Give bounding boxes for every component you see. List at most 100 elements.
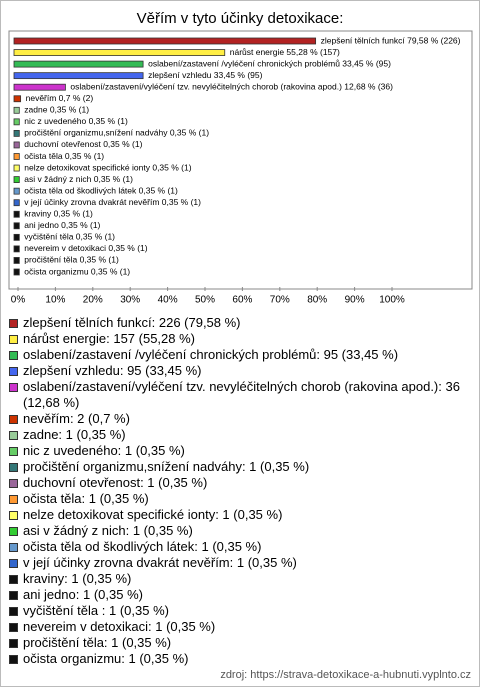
x-tick-label: 80%	[307, 295, 327, 306]
legend-label: vyčištění těla : 1 (0,35 %)	[23, 603, 169, 618]
bar	[13, 83, 66, 91]
legend-label: nic z uvedeného: 1 (0,35 %)	[23, 443, 185, 458]
bar	[13, 233, 20, 241]
legend-label: nárůst energie: 157 (55,28 %)	[23, 331, 195, 346]
legend-label: v její účinky zrovna dvakrát nevěřím: 1 …	[23, 555, 297, 570]
legend-swatch	[9, 527, 18, 536]
bar-label: oslabení/zastavení/vyléčení tzv. nevyléč…	[70, 81, 393, 91]
legend-item: v její účinky zrovna dvakrát nevěřím: 1 …	[9, 555, 471, 571]
legend-swatch	[9, 639, 18, 648]
legend-label: zadne: 1 (0,35 %)	[23, 427, 126, 442]
bar	[13, 49, 226, 56]
legend-item: vyčištění těla : 1 (0,35 %)	[9, 603, 471, 619]
x-tick-label: 90%	[345, 295, 365, 306]
legend-item: nárůst energie: 157 (55,28 %)	[9, 331, 471, 347]
bar-label: zadne 0,35 % (1)	[24, 105, 89, 115]
legend-swatch	[9, 431, 18, 440]
legend-swatch	[9, 495, 18, 504]
legend-swatch	[9, 559, 18, 568]
bar	[13, 245, 20, 253]
legend-swatch	[9, 543, 18, 552]
bar	[13, 176, 20, 184]
bar	[13, 129, 20, 137]
legend-swatch	[9, 383, 18, 392]
bar-label: nevěřím 0,7 % (2)	[26, 93, 94, 103]
legend-item: očista těla od škodlivých látek: 1 (0,35…	[9, 539, 471, 555]
x-tick-label: 10%	[45, 295, 65, 306]
bar	[13, 106, 20, 114]
legend-item: zlepšení tělních funkcí: 226 (79,58 %)	[9, 315, 471, 331]
chart: Věřím v tyto účinky detoxikace: zlepšení…	[8, 10, 473, 306]
bar-label: nelze detoxikovat specifické ionty 0,35 …	[24, 162, 191, 172]
legend-label: nevereim v detoxikaci: 1 (0,35 %)	[23, 619, 216, 634]
legend-label: očista organizmu: 1 (0,35 %)	[23, 651, 189, 666]
legend-item: duchovní otevřenost: 1 (0,35 %)	[9, 475, 471, 491]
legend-item: nevereim v detoxikaci: 1 (0,35 %)	[9, 619, 471, 635]
bar	[13, 268, 20, 276]
bar-label: očista organizmu 0,35 % (1)	[24, 266, 130, 276]
legend-item: zadne: 1 (0,35 %)	[9, 427, 471, 443]
legend-label: asi v žádný z nich: 1 (0,35 %)	[23, 523, 193, 538]
x-tick-label: 30%	[120, 295, 140, 306]
bar-label: duchovní otevřenost 0,35 % (1)	[24, 139, 142, 149]
legend-label: nelze detoxikovat specifické ionty: 1 (0…	[23, 507, 283, 522]
legend-swatch	[9, 463, 18, 472]
legend-swatch	[9, 319, 18, 328]
legend-label: pročištění organizmu,snížení nadváhy: 1 …	[23, 459, 310, 474]
bar-label: očista těla od škodlivých látek 0,35 % (…	[24, 185, 178, 195]
bar	[13, 37, 317, 45]
legend-item: ani jedno: 1 (0,35 %)	[9, 587, 471, 603]
legend-label: duchovní otevřenost: 1 (0,35 %)	[23, 475, 208, 490]
bar-label: kraviny 0,35 % (1)	[24, 209, 93, 219]
legend-label: kraviny: 1 (0,35 %)	[23, 571, 132, 586]
legend-label: očista těla: 1 (0,35 %)	[23, 491, 149, 506]
bar-label: v její účinky zrovna dvakrát nevěřím 0,3…	[24, 197, 201, 207]
bar	[13, 187, 20, 195]
legend-item: pročištění těla: 1 (0,35 %)	[9, 635, 471, 651]
legend: zlepšení tělních funkcí: 226 (79,58 %) ná…	[9, 315, 471, 667]
legend-label: oslabení/zastavení /vyléčení chronických…	[23, 347, 399, 362]
bars: zlepšení tělních funkcí 79,58 % (226) nár…	[13, 35, 461, 276]
bar	[13, 257, 20, 264]
x-tick-label: 100%	[379, 295, 405, 306]
bar	[13, 164, 20, 172]
bar	[13, 118, 20, 126]
x-tick-label: 0%	[11, 295, 26, 306]
legend-swatch	[9, 479, 18, 488]
legend-item: zlepšení vzhledu: 95 (33,45 %)	[9, 363, 471, 379]
legend-swatch	[9, 335, 18, 344]
legend-swatch	[9, 607, 18, 616]
source: zdroj: https://strava-detoxikace-a-hubnu…	[220, 669, 471, 681]
bar-label: vyčištění těla 0,35 % (1)	[24, 232, 115, 242]
legend-item: nic z uvedeného: 1 (0,35 %)	[9, 443, 471, 459]
legend-swatch	[9, 351, 18, 360]
legend-label: pročištění těla: 1 (0,35 %)	[23, 635, 172, 650]
legend-swatch	[9, 367, 18, 376]
bar-label: očista těla 0,35 % (1)	[24, 151, 104, 161]
x-tick-label: 40%	[158, 295, 178, 306]
bar-label: pročištění organizmu,snížení nadváhy 0,3…	[24, 128, 209, 138]
legend-item: asi v žádný z nich: 1 (0,35 %)	[9, 523, 471, 539]
bar-label: oslabení/zastavení /vyléčení chronických…	[148, 58, 391, 68]
x-tick-label: 70%	[270, 295, 290, 306]
legend-label: zlepšení vzhledu: 95 (33,45 %)	[23, 363, 202, 378]
legend-label: zlepšení tělních funkcí: 226 (79,58 %)	[23, 315, 241, 330]
legend-item: nelze detoxikovat specifické ionty: 1 (0…	[9, 507, 471, 523]
bar-label: nic z uvedeného 0,35 % (1)	[24, 116, 128, 126]
legend-label: očista těla od škodlivých látek: 1 (0,35…	[23, 539, 262, 554]
legend-swatch	[9, 655, 18, 664]
bar-label: pročištění těla 0,35 % (1)	[24, 255, 119, 265]
bar	[13, 95, 22, 103]
legend-swatch	[9, 447, 18, 456]
bar	[13, 72, 144, 80]
legend-label: nevěřím: 2 (0,7 %)	[23, 411, 130, 426]
legend-item: oslabení/zastavení/vyléčení tzv. nevyléč…	[9, 379, 471, 411]
bar	[13, 60, 144, 68]
bar	[13, 210, 20, 218]
legend-label: oslabení/zastavení/vyléčení tzv. nevyléč…	[23, 379, 460, 410]
x-tick-label: 20%	[83, 295, 103, 306]
x-tick-label: 60%	[232, 295, 252, 306]
bar-label: nárůst energie 55,28 % (157)	[230, 47, 340, 57]
bar-label: zlepšení tělních funkcí 79,58 % (226)	[321, 35, 461, 45]
